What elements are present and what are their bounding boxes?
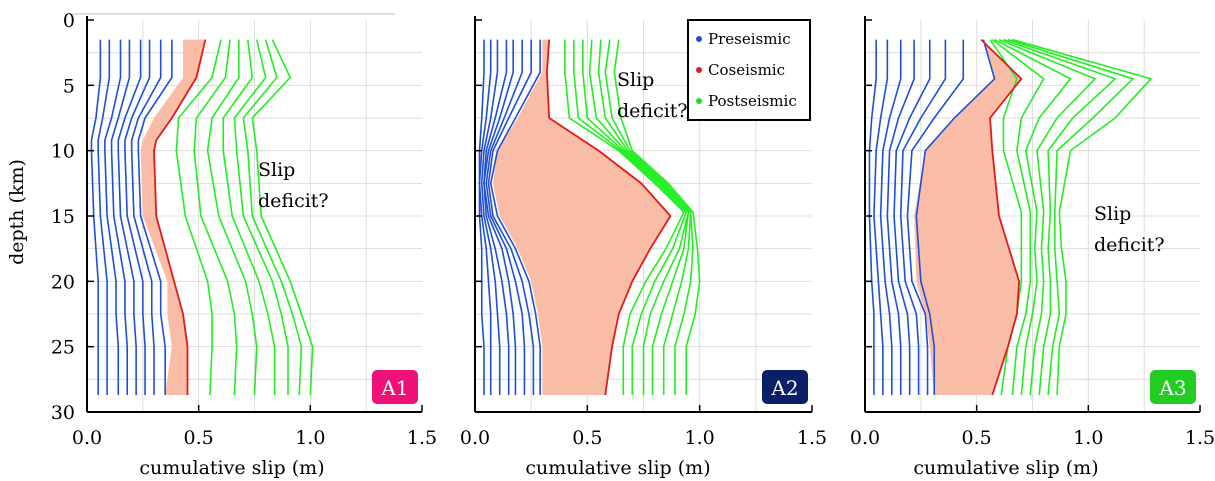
x-tick-label: 1.5 <box>797 427 827 449</box>
slip-deficit-annotation: Slip <box>617 69 654 91</box>
postseismic-line <box>604 39 694 396</box>
legend: Preseismic Coseismic Postseismic <box>687 19 811 121</box>
panel-a1: 0.0 0.5 1.0 1.5 0 5 10 15 20 25 30 Slip deficit? A1 <box>51 10 437 449</box>
preseismic-line <box>97 39 111 396</box>
preseismic-line <box>915 39 996 396</box>
preseismic-line <box>117 39 142 396</box>
y-tick-label: 5 <box>63 75 75 97</box>
slip-deficit-annotation: Slip <box>1094 203 1131 225</box>
preseismic-line <box>137 39 173 396</box>
postseismic-line <box>1007 38 1135 396</box>
coseismic-fill <box>914 39 1022 396</box>
preseismic-line <box>487 39 535 396</box>
postseismic-line <box>206 39 258 396</box>
postseismic-line <box>175 39 222 396</box>
legend-marker-preseismic <box>696 36 702 42</box>
preseismic-line <box>485 39 526 396</box>
postseismic-line <box>564 39 685 396</box>
postseismic-line <box>222 39 276 396</box>
legend-label-postseismic: Postseismic <box>708 92 797 110</box>
legend-label-preseismic: Preseismic <box>708 30 791 48</box>
x-axis-title-a2: cumulative slip (m) <box>525 457 710 479</box>
y-tick-label: 20 <box>51 271 75 293</box>
y-axis-title: depth (km) <box>6 159 28 265</box>
postseismic-line <box>242 39 303 396</box>
preseismic-line <box>886 39 915 396</box>
coseismic-fill <box>492 39 671 396</box>
slip-deficit-annotation: deficit? <box>1094 234 1165 256</box>
coseismic-line <box>980 38 1023 396</box>
panel-badge-label: A3 <box>1158 376 1186 400</box>
preseismic-line <box>873 39 889 396</box>
preseismic-line <box>483 39 517 396</box>
x-tick-label: 0.5 <box>184 427 214 449</box>
preseismic-line <box>104 39 122 396</box>
x-tick-label: 0.0 <box>460 427 490 449</box>
preseismic-line <box>124 39 151 396</box>
panel-badge <box>762 370 808 404</box>
x-tick-label: 1.0 <box>1073 427 1103 449</box>
preseismic-line <box>110 39 131 396</box>
x-axis-title-a3: cumulative slip (m) <box>913 457 1098 479</box>
x-tick-label: 1.5 <box>407 427 437 449</box>
postseismic-line <box>1012 38 1153 396</box>
panel-badge <box>372 370 418 404</box>
preseismic-line <box>899 39 947 396</box>
panel-badge <box>1150 370 1196 404</box>
postseismic-line <box>573 39 688 396</box>
slip-deficit-annotation: deficit? <box>258 190 329 212</box>
postseismic-line <box>588 39 690 396</box>
slip-deficit-annotation: deficit? <box>617 100 688 122</box>
postseismic-line <box>998 38 1097 396</box>
coseismic-line <box>153 39 207 396</box>
postseismic-line <box>613 39 701 396</box>
postseismic-line <box>991 38 1045 396</box>
y-tick-label: 0 <box>63 10 75 32</box>
preseismic-line <box>879 39 902 396</box>
x-tick-label: 0.5 <box>962 427 992 449</box>
postseismic-line <box>193 39 238 396</box>
preseismic-line <box>489 39 541 396</box>
slip-deficit-annotation: Slip <box>258 159 295 181</box>
legend-box <box>687 19 811 121</box>
preseismic-line <box>130 39 162 396</box>
preseismic-line <box>906 39 965 396</box>
x-tick-label: 1.5 <box>1185 427 1215 449</box>
y-tick-label: 15 <box>51 206 75 228</box>
postseismic-line <box>1003 38 1117 396</box>
preseismic-line <box>90 39 102 396</box>
preseismic-line <box>893 39 931 396</box>
panel-badge-label: A2 <box>770 376 798 400</box>
postseismic-line <box>251 39 314 396</box>
postseismic-line <box>233 39 289 396</box>
coseismic-fill <box>140 39 206 396</box>
panel-badge-label: A1 <box>380 376 408 400</box>
x-tick-label: 0.5 <box>572 427 602 449</box>
legend-label-coseismic: Coseismic <box>708 61 785 79</box>
y-tick-label: 25 <box>51 337 75 359</box>
coseismic-line <box>545 39 672 396</box>
preseismic-line <box>480 39 501 396</box>
x-tick-label: 1.0 <box>685 427 715 449</box>
preseismic-line <box>483 39 510 396</box>
legend-marker-coseismic <box>696 67 702 73</box>
legend-marker-postseismic <box>696 98 702 104</box>
y-tick-label: 10 <box>51 141 75 163</box>
postseismic-line <box>994 38 1072 396</box>
x-tick-label: 1.0 <box>295 427 325 449</box>
y-tick-label: 30 <box>51 402 75 424</box>
x-tick-label: 0.0 <box>72 427 102 449</box>
x-tick-label: 0.0 <box>850 427 880 449</box>
x-axis-title-a1: cumulative slip (m) <box>139 457 324 479</box>
panel-a3: 0.0 0.5 1.0 1.5 Slip deficit? A3 <box>850 16 1215 449</box>
